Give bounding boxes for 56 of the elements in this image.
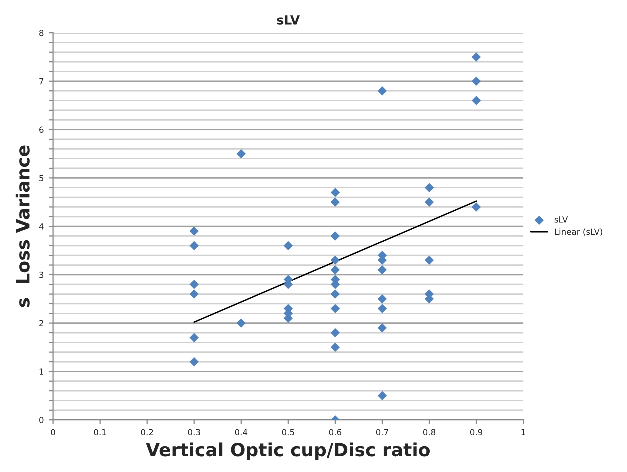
point <box>236 149 246 159</box>
x-tick-label: 1 <box>522 429 526 436</box>
x-tick-label: 0.4 <box>235 429 248 436</box>
x-tick-label: 0.7 <box>376 429 388 436</box>
x-tick-label: 0.9 <box>470 429 483 436</box>
y-tick-label: 5 <box>40 175 44 182</box>
y-tick-label: 3 <box>40 272 44 278</box>
point <box>378 391 388 400</box>
x-tick-label: 0.1 <box>94 429 106 436</box>
x-tick-label: 0 <box>51 429 56 436</box>
x-tick-label: 0.8 <box>423 429 436 436</box>
point <box>330 265 340 275</box>
point <box>330 290 340 299</box>
chart-title: sLV <box>277 16 300 25</box>
point <box>424 256 434 266</box>
y-tick-label: 6 <box>40 126 44 134</box>
point <box>190 241 199 251</box>
y-tick-label: 2 <box>40 320 44 326</box>
y-tick-label: 8 <box>40 30 44 36</box>
point <box>330 232 340 241</box>
point <box>190 333 199 342</box>
point <box>424 183 434 192</box>
legend-label: Linear (sLV) <box>555 228 602 236</box>
point <box>378 265 388 275</box>
point <box>472 76 482 86</box>
x-tick-label: 0.6 <box>329 429 342 436</box>
x-tick-label: 0.2 <box>141 429 154 436</box>
point <box>378 86 388 96</box>
y-tick-label: 0 <box>40 417 44 424</box>
x-tick-label: 0.5 <box>282 429 294 436</box>
y-tick-label: 7 <box>40 78 44 85</box>
y-axis-title: s Loss Variance <box>16 146 30 308</box>
legend-label: sLV <box>554 216 568 223</box>
point <box>472 96 482 106</box>
point <box>284 241 294 251</box>
y-tick-label: 4 <box>39 224 44 230</box>
point <box>378 304 388 314</box>
point <box>190 226 199 236</box>
point <box>190 357 199 367</box>
point <box>424 198 434 207</box>
point <box>378 294 388 304</box>
point <box>190 290 199 299</box>
point <box>330 256 340 266</box>
point <box>472 202 482 212</box>
point <box>236 318 246 328</box>
point <box>330 188 340 198</box>
point <box>330 304 340 314</box>
point <box>378 324 388 333</box>
x-axis-title: Vertical Optic cup/Disc ratio <box>146 442 430 460</box>
point <box>472 52 482 62</box>
point <box>330 198 340 207</box>
point <box>330 342 340 352</box>
x-tick-label: 0.3 <box>188 429 200 436</box>
y-tick-label: 1 <box>40 368 44 375</box>
point <box>330 328 340 338</box>
point <box>190 280 199 290</box>
